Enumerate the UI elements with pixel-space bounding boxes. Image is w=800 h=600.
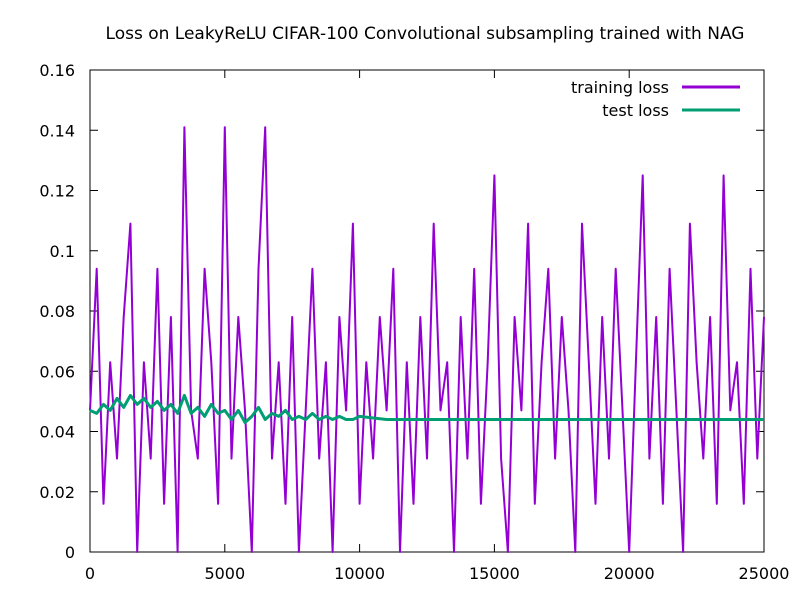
- legend-label: training loss: [571, 78, 669, 97]
- x-tick-label: 20000: [604, 564, 655, 583]
- x-tick-label: 5000: [204, 564, 245, 583]
- axes: 0 5000 10000 15000 20000 25000 0 0.02 0.04 0.06 0.…: [39, 61, 789, 583]
- x-tick-label: 15000: [469, 564, 520, 583]
- legend: training loss test loss: [571, 78, 740, 120]
- y-tick-label: 0.14: [39, 121, 75, 140]
- y-tick-label: 0.1: [50, 242, 75, 261]
- x-tick-label: 25000: [739, 564, 790, 583]
- legend-label: test loss: [602, 101, 669, 120]
- y-tick-label: 0.06: [39, 362, 75, 381]
- y-tick-label: 0.04: [39, 423, 75, 442]
- y-tick-label: 0.16: [39, 61, 75, 80]
- y-tick-label: 0.08: [39, 302, 75, 321]
- x-tick-label: 0: [85, 564, 95, 583]
- series-layer: [89, 126, 765, 553]
- series-line-test-loss: [89, 393, 764, 424]
- y-tick-label: 0.12: [39, 182, 75, 201]
- series-line-training-loss: [89, 126, 765, 553]
- x-tick-label: 10000: [334, 564, 385, 583]
- chart-title: Loss on LeakyReLU CIFAR-100 Convolutiona…: [106, 24, 745, 44]
- y-tick-label: 0: [65, 543, 75, 562]
- y-tick-label: 0.02: [39, 483, 75, 502]
